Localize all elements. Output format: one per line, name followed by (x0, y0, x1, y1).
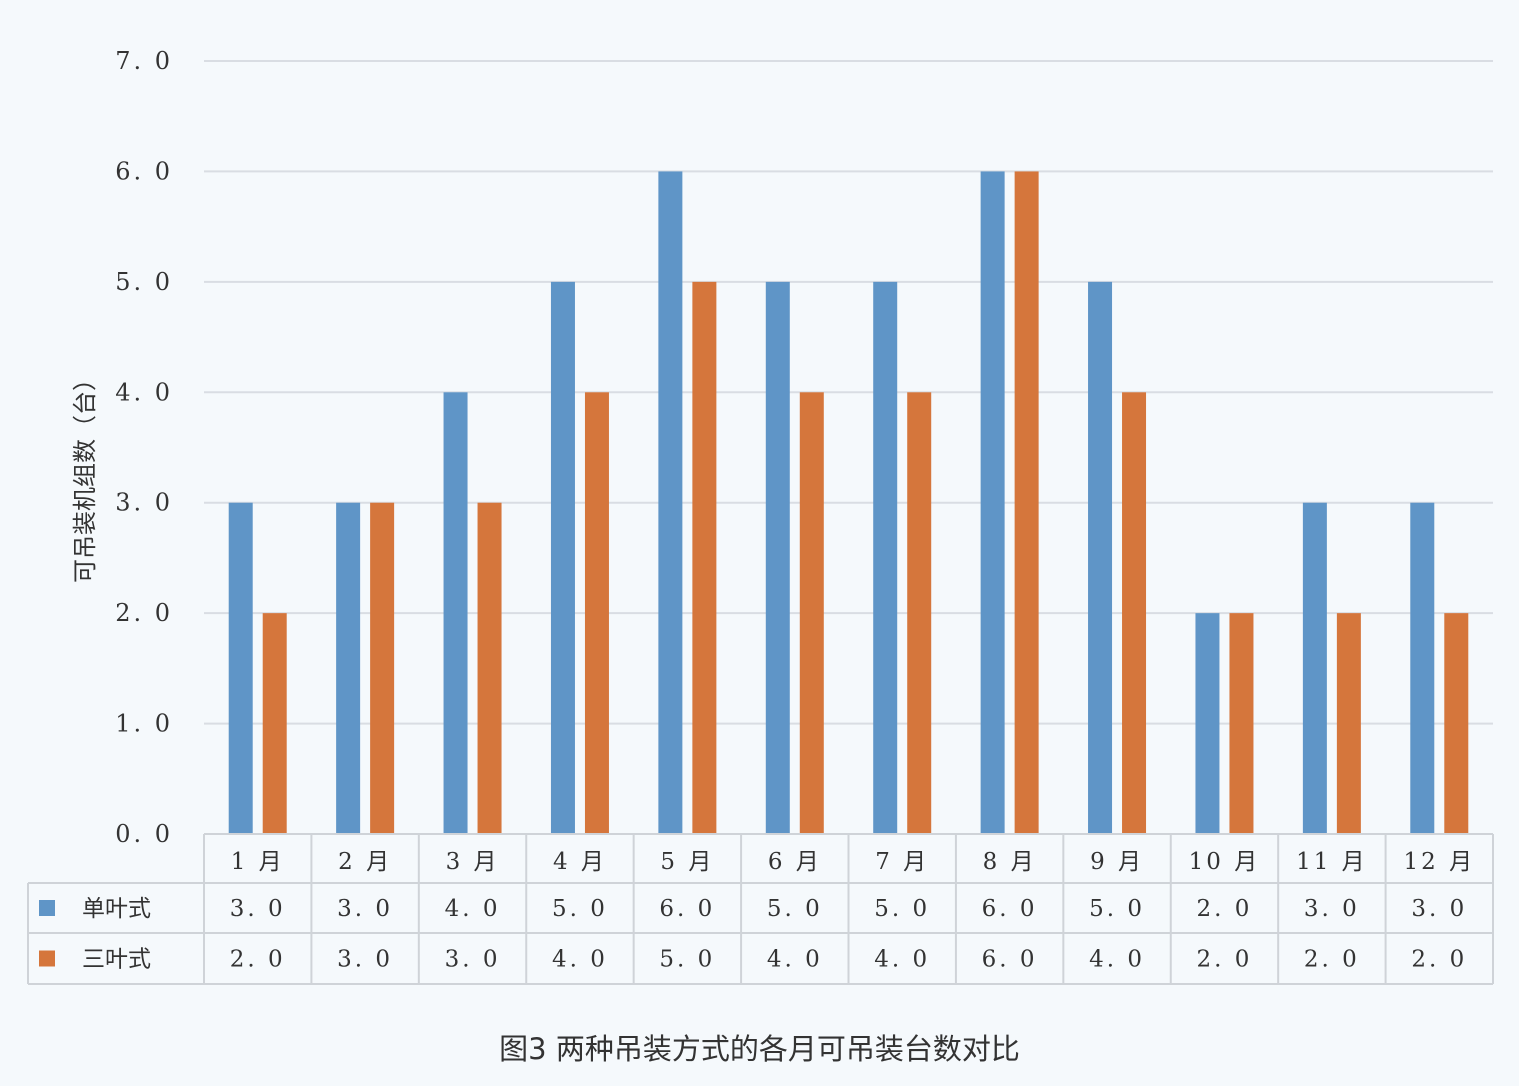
data-table: 1 月 2 月 3 月 4 月 5 月 6 月 7 月 8 月 9 月 10 月 11 月 12 月单… (27, 833, 1494, 985)
bar-three-blade (262, 613, 287, 834)
bar-single-blade (550, 281, 575, 834)
data-label: 3. 0 (337, 947, 393, 973)
bar-three-blade (1444, 613, 1469, 834)
y-tick-label: 4. 0 (115, 378, 173, 406)
data-label: 5. 0 (874, 896, 930, 922)
data-label: 3. 0 (445, 947, 501, 973)
bar-single-blade (980, 171, 1005, 834)
y-tick-label: 0. 0 (115, 820, 173, 848)
y-tick-label: 7. 0 (115, 47, 173, 75)
x-tick-label: 12 月 (1404, 849, 1476, 875)
legend-swatch (39, 950, 55, 967)
data-label: 5. 0 (552, 896, 608, 922)
bar-single-blade (1195, 613, 1220, 834)
data-label: 2. 0 (1411, 947, 1467, 973)
data-label: 5. 0 (659, 947, 715, 973)
data-label: 4. 0 (767, 947, 823, 973)
x-tick-label: 10 月 (1189, 849, 1261, 875)
x-tick-label: 4 月 (553, 849, 607, 875)
bar-single-blade (1410, 502, 1435, 834)
data-label: 4. 0 (445, 896, 501, 922)
x-tick-label: 11 月 (1296, 849, 1368, 875)
bar-three-blade (799, 392, 824, 834)
y-tick-label: 2. 0 (115, 599, 173, 627)
y-tick-label: 5. 0 (115, 268, 173, 296)
data-label: 3. 0 (337, 896, 393, 922)
y-axis-ticks: 0. 0 1. 0 2. 0 3. 0 4. 0 5. 0 6. 0 7. 0 (115, 47, 173, 848)
y-tick-label: 1. 0 (115, 710, 173, 738)
bar-single-blade (873, 281, 898, 834)
x-tick-label: 6 月 (768, 849, 822, 875)
y-tick-label: 3. 0 (115, 489, 173, 517)
x-tick-label: 3 月 (446, 849, 500, 875)
data-label: 2. 0 (1304, 947, 1360, 973)
bar-three-blade (1014, 171, 1039, 834)
data-label: 4. 0 (1089, 947, 1145, 973)
data-label: 3. 0 (1411, 896, 1467, 922)
x-tick-label: 2 月 (338, 849, 392, 875)
data-label: 4. 0 (552, 947, 608, 973)
x-tick-label: 9 月 (1090, 849, 1144, 875)
bar-three-blade (370, 502, 395, 834)
data-label: 6. 0 (982, 896, 1038, 922)
figure-caption: 图3 两种吊装方式的各月可吊装台数对比 (499, 1032, 1020, 1066)
bar-three-blade (1229, 613, 1254, 834)
bar-single-blade (1302, 502, 1327, 834)
bar-single-blade (336, 502, 361, 834)
bar-three-blade (584, 392, 609, 834)
data-label: 2. 0 (1197, 947, 1253, 973)
data-label: 2. 0 (230, 947, 286, 973)
x-tick-label: 1 月 (231, 849, 285, 875)
bar-three-blade (692, 281, 717, 834)
x-tick-label: 5 月 (660, 849, 714, 875)
bar-three-blade (907, 392, 932, 834)
bar-single-blade (443, 392, 468, 834)
bar-three-blade (1336, 613, 1361, 834)
bar-single-blade (658, 171, 683, 834)
data-label: 5. 0 (1089, 896, 1145, 922)
data-label: 4. 0 (874, 947, 930, 973)
legend-label: 单叶式 (82, 896, 151, 922)
data-label: 3. 0 (1304, 896, 1360, 922)
legend-swatch (39, 900, 55, 916)
bar-three-blade (1122, 392, 1147, 834)
bar-single-blade (1088, 281, 1113, 834)
bar-single-blade (765, 281, 790, 834)
data-label: 3. 0 (230, 896, 286, 922)
bar-single-blade (228, 502, 253, 834)
data-label: 2. 0 (1197, 896, 1253, 922)
y-tick-label: 6. 0 (115, 157, 173, 185)
data-label: 6. 0 (982, 947, 1038, 973)
data-label: 6. 0 (659, 896, 715, 922)
y-axis-label: 可吊装机组数（台） (71, 367, 99, 583)
bars (228, 171, 1469, 834)
x-tick-label: 8 月 (983, 849, 1037, 875)
x-tick-label: 7 月 (875, 849, 929, 875)
legend-label: 三叶式 (82, 947, 151, 973)
grid-lines (204, 60, 1493, 725)
data-label: 5. 0 (767, 896, 823, 922)
bar-three-blade (477, 502, 502, 834)
